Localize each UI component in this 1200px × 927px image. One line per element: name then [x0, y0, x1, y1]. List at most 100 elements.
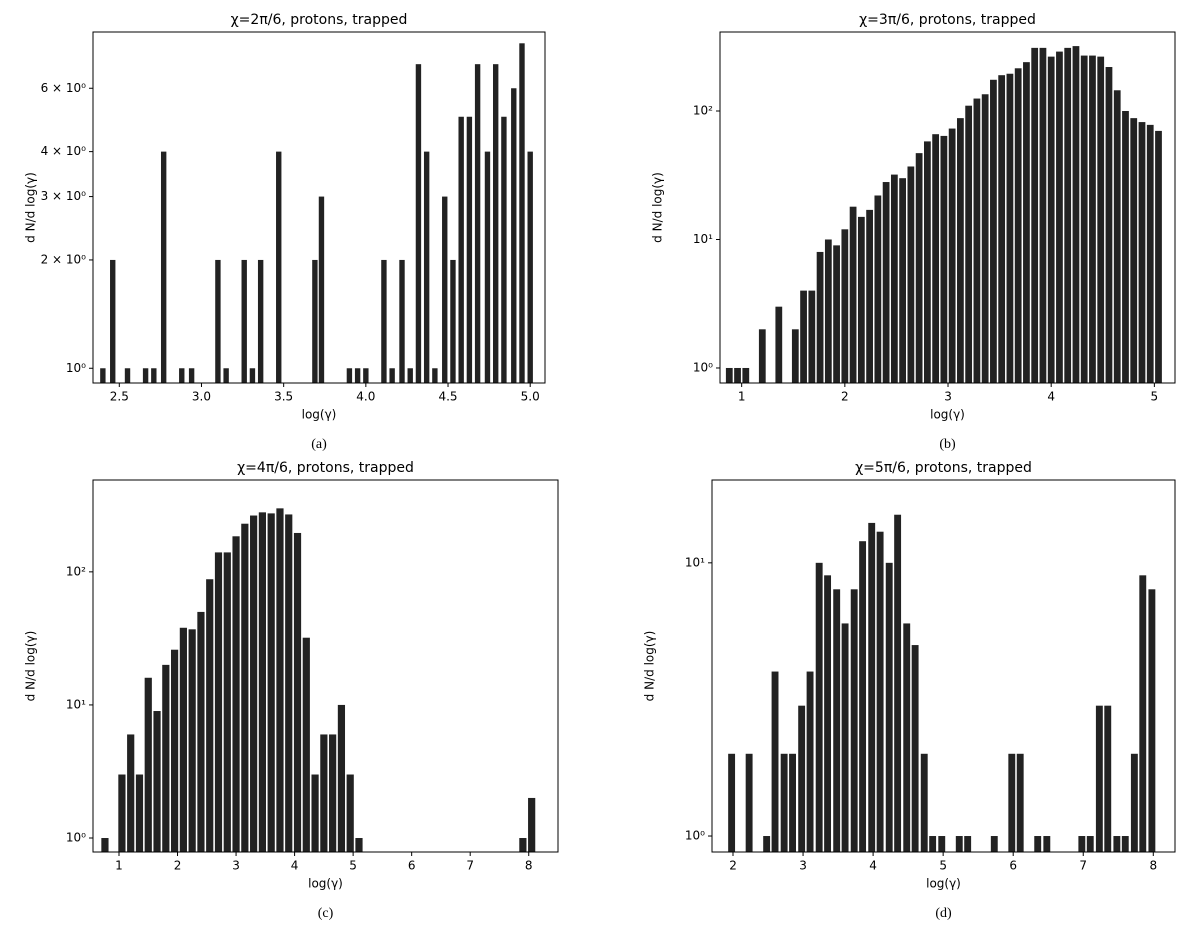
bar	[179, 368, 185, 383]
x-tick-label: 4.0	[356, 390, 375, 404]
axes-frame	[92, 479, 559, 853]
bar	[519, 43, 525, 383]
y-tick-label: 10⁰	[693, 360, 713, 374]
bar	[241, 259, 247, 383]
x-tick-label: 8	[525, 859, 533, 873]
bar	[1121, 836, 1129, 852]
y-tick-label: 2 × 10⁰	[41, 252, 87, 266]
bar	[399, 259, 405, 383]
bar	[127, 734, 135, 852]
bar	[866, 209, 873, 383]
bar	[1130, 118, 1138, 384]
bar	[124, 368, 131, 383]
bar	[1097, 56, 1105, 384]
bar	[118, 774, 126, 852]
bar	[874, 195, 882, 383]
bar	[1016, 753, 1024, 852]
bar	[1104, 705, 1112, 852]
x-axis-label: log(γ)	[926, 877, 961, 891]
bar	[1095, 705, 1103, 852]
panel: 1 2 3 4 5 6 7 8 10⁰ 10¹ 10² χ=4π/6, protons, trappe…	[24, 460, 559, 921]
x-tick-label: 2	[841, 390, 849, 404]
x-tick-label: 3	[232, 859, 240, 873]
bar	[355, 838, 363, 852]
bar	[938, 836, 946, 852]
bar	[519, 838, 527, 852]
bar	[101, 838, 109, 852]
bar	[932, 134, 940, 383]
x-tick-label: 6	[408, 859, 416, 873]
bar	[964, 836, 972, 852]
bar	[110, 259, 116, 383]
bar	[151, 368, 157, 383]
x-tick-label: 1	[115, 859, 123, 873]
bar	[1008, 753, 1016, 852]
bar	[206, 579, 214, 852]
bar	[1113, 836, 1121, 852]
bar	[320, 734, 328, 852]
bar	[188, 368, 195, 383]
bar	[981, 94, 989, 383]
x-tick-label: 1	[738, 390, 746, 404]
x-tick-label: 8	[1149, 859, 1157, 873]
bar	[407, 368, 413, 383]
bar	[920, 753, 928, 852]
bar	[458, 116, 464, 383]
bar	[423, 151, 430, 383]
x-axis-label: log(γ)	[308, 877, 343, 891]
y-tick-label: 3 × 10⁰	[41, 189, 87, 203]
y-axis-label: d N/d log(γ)	[24, 631, 38, 702]
bar	[346, 368, 353, 383]
bar	[1043, 836, 1051, 852]
bar	[824, 239, 832, 383]
x-tick-label: 3	[799, 859, 807, 873]
bar	[285, 514, 293, 852]
x-tick-label: 4	[291, 859, 299, 873]
bar	[911, 645, 919, 852]
bar	[957, 118, 964, 384]
x-tick-label: 2	[174, 859, 182, 873]
bar	[899, 178, 907, 383]
bar	[1105, 67, 1113, 383]
bar	[859, 541, 867, 852]
bar	[955, 836, 963, 852]
bar	[1148, 589, 1156, 852]
panel: 2.5 3.0 3.5 4.0 4.5 5.0 10⁰ 2 × 10⁰ 3 × 10⁰ 4 × 1…	[24, 12, 546, 452]
bar	[1023, 62, 1030, 383]
x-tick-label: 4	[1047, 390, 1055, 404]
bar	[381, 259, 387, 383]
bar	[915, 153, 923, 383]
bar	[1139, 575, 1147, 852]
bar	[363, 368, 369, 383]
x-tick-label: 5	[1151, 390, 1159, 404]
bar	[833, 245, 840, 383]
bar	[257, 259, 264, 383]
panel: 1 2 3 4 5 10⁰ 10¹ 10² χ=3π/6, protons, trapped lo…	[651, 12, 1176, 452]
bar	[973, 98, 981, 383]
bar	[885, 562, 893, 852]
bar	[450, 259, 456, 383]
bar	[841, 229, 849, 383]
bar	[354, 368, 361, 383]
y-tick-label: 10⁰	[66, 361, 86, 375]
bar	[162, 664, 170, 852]
bar	[153, 711, 161, 852]
x-tick-label: 7	[1079, 859, 1087, 873]
bar	[1006, 73, 1014, 383]
bar	[990, 79, 997, 383]
bar	[940, 135, 948, 383]
bar	[850, 589, 858, 852]
bar	[346, 774, 354, 852]
bar	[267, 513, 275, 852]
x-tick-label: 6	[1009, 859, 1017, 873]
x-tick-label: 4.5	[438, 390, 457, 404]
bar	[276, 508, 284, 852]
bar	[318, 196, 325, 383]
bar	[965, 105, 973, 383]
bar	[1113, 90, 1121, 383]
bar	[474, 64, 481, 383]
bar	[276, 151, 282, 383]
bar	[800, 290, 807, 383]
y-tick-label: 10¹	[693, 232, 713, 246]
y-axis-label: d N/d log(γ)	[643, 631, 657, 702]
